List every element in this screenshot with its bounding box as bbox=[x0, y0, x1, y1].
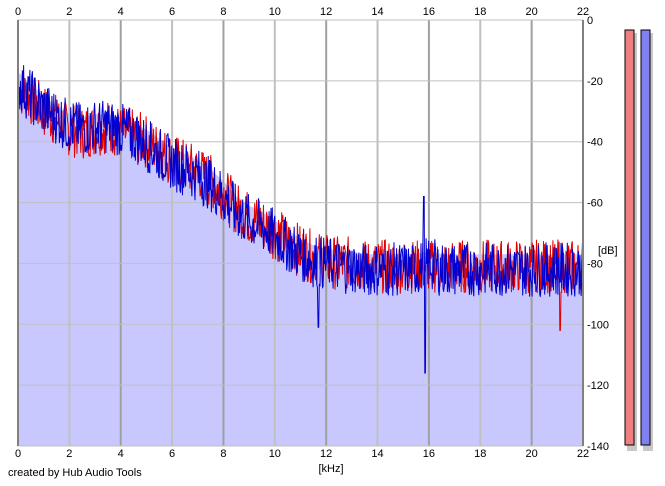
y-tick-label: 0 bbox=[587, 15, 593, 27]
x-tick-label-bottom: 12 bbox=[320, 448, 332, 460]
x-tick-label-top: 12 bbox=[320, 6, 332, 18]
x-tick-label-bottom: 4 bbox=[118, 448, 124, 460]
x-tick-label-top: 14 bbox=[371, 6, 383, 18]
x-tick-label-top: 18 bbox=[474, 6, 486, 18]
credit-text: created by Hub Audio Tools bbox=[8, 467, 142, 479]
x-tick-label-top: 10 bbox=[269, 6, 281, 18]
x-tick-label-top: 2 bbox=[66, 6, 72, 18]
x-tick-label-top: 22 bbox=[577, 6, 589, 18]
axes bbox=[17, 20, 584, 446]
y-tick-label: -20 bbox=[587, 76, 603, 88]
series-line-1 bbox=[17, 65, 584, 374]
x-tick-label-bottom: 18 bbox=[474, 448, 486, 460]
level-meter-1 bbox=[640, 29, 651, 446]
x-tick-label-top: 16 bbox=[423, 6, 435, 18]
x-tick-label-top: 8 bbox=[220, 6, 226, 18]
level-meters bbox=[624, 29, 653, 451]
y-tick-label: -80 bbox=[587, 258, 603, 270]
x-ticks-bottom: 0 2 4 6 8 10 12 14 16 18 20 22 bbox=[15, 448, 589, 460]
x-ticks-top: 0 2 4 6 8 10 12 14 16 18 20 22 bbox=[15, 6, 589, 18]
x-tick-label-bottom: 14 bbox=[371, 448, 383, 460]
x-tick-label-bottom: 8 bbox=[220, 448, 226, 460]
y-tick-label: -140 bbox=[587, 441, 609, 453]
x-tick-label-bottom: 2 bbox=[66, 448, 72, 460]
level-meter-0 bbox=[624, 29, 635, 446]
series-layer bbox=[17, 65, 584, 374]
x-tick-label-bottom: 6 bbox=[169, 448, 175, 460]
x-tick-label-bottom: 22 bbox=[577, 448, 589, 460]
x-tick-label-bottom: 0 bbox=[15, 448, 21, 460]
x-axis-label: [kHz] bbox=[318, 463, 343, 475]
y-axis-label: [dB] bbox=[598, 245, 618, 257]
x-tick-label-bottom: 16 bbox=[423, 448, 435, 460]
x-tick-label-top: 4 bbox=[118, 6, 124, 18]
x-tick-label-top: 6 bbox=[169, 6, 175, 18]
x-tick-label-top: 0 bbox=[15, 6, 21, 18]
y-tick-label: -120 bbox=[587, 380, 609, 392]
y-tick-label: -100 bbox=[587, 319, 609, 331]
y-ticks-right: 0 -20 -40 -60 -80 -100 -120 -140 bbox=[587, 15, 609, 453]
x-tick-label-top: 20 bbox=[526, 6, 538, 18]
y-tick-label: -60 bbox=[587, 198, 603, 210]
x-tick-label-bottom: 20 bbox=[526, 448, 538, 460]
x-tick-label-bottom: 10 bbox=[269, 448, 281, 460]
series-line-0 bbox=[17, 70, 584, 331]
y-tick-label: -40 bbox=[587, 137, 603, 149]
